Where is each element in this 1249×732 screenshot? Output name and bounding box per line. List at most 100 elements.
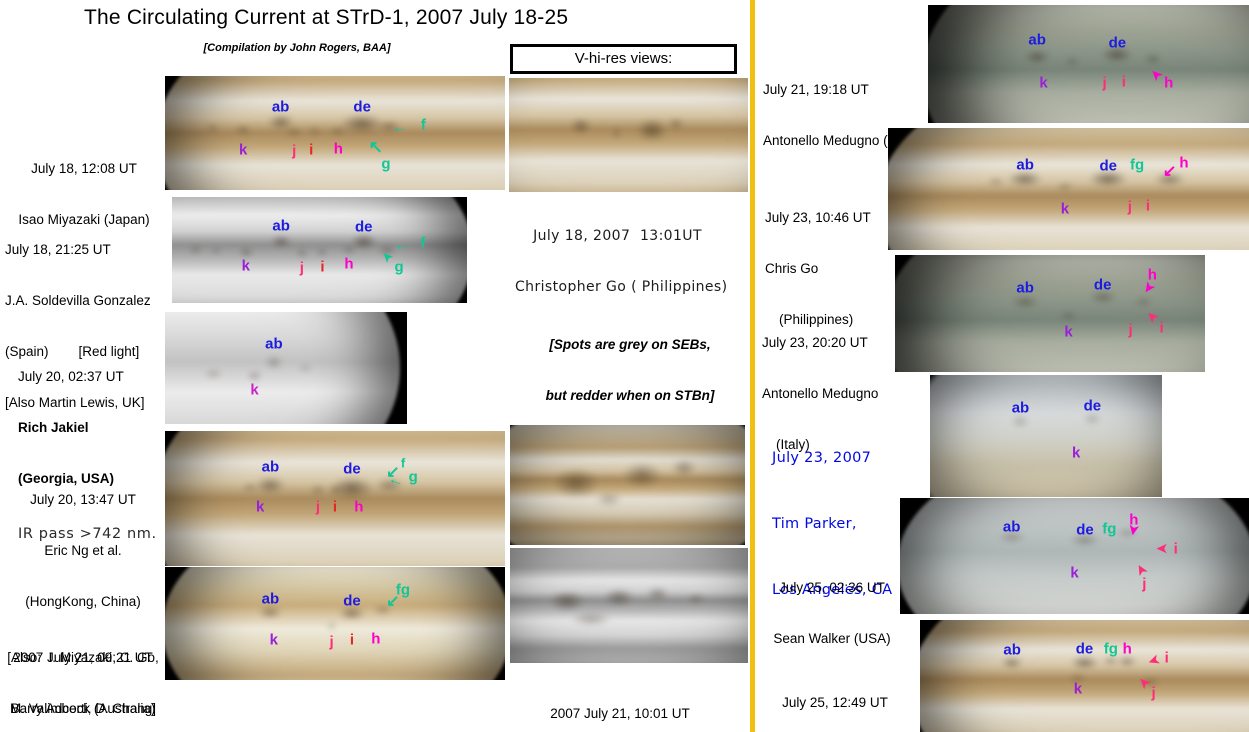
spot-label-fg: fg [1102,520,1117,538]
dark-spot [987,176,1006,187]
spot-label-ab: ab [271,98,290,116]
spot-label-ab: ab [1003,641,1021,659]
jupiter-image-jakiel: ab k [165,312,407,424]
dark-spot [604,588,635,607]
dark-spot [255,476,286,494]
dark-spot [1153,172,1186,186]
dark-spot [295,248,308,258]
arrow-annotation-↖: ↖ [368,137,383,157]
spot-label-ab: ab [261,458,280,476]
obs-name: Christopher Go ( Philippines) [515,279,728,295]
spot-label-de: de [354,218,373,236]
dark-spot [1055,181,1074,192]
dark-spot [645,586,670,602]
spot-label-ab: ab [1016,156,1034,174]
dark-spot [378,245,397,255]
spot-label-de: de [1108,34,1127,52]
spot-label-i: i [1145,197,1150,215]
label-adcock: 2007 July 21, 09:21 UT Barry Adcock (Aus… [2,615,164,732]
obs-name: Sean Walker (USA) [773,631,891,646]
dark-spot [298,362,313,374]
dark-spot [270,235,292,248]
dark-spot [307,126,322,135]
dark-spot [377,120,402,132]
dark-spot [670,459,697,478]
jupiter-image-miyazaki-jul25: ab de fg h ➤ i k ➤ j [920,620,1249,732]
dark-spot [375,477,403,493]
obs-datetime: July 18, 21:25 UT [5,242,111,257]
dark-spot [1024,49,1050,64]
dark-spot [338,606,366,621]
obs-datetime: 2007 July 21, 09:21 UT [13,650,153,665]
spot-label-i: i [1164,649,1169,667]
jupiter-image-miyazaki-jul18: ab de ← f ↖ g k j i h [165,76,505,190]
spot-label-k: k [256,498,265,516]
obs-location: (HongKong, China) [25,594,141,609]
jupiter-globe [510,425,745,545]
jupiter-image-ericng: ab de f ↙ g ← k j i h [165,431,505,566]
dark-spot [621,462,662,489]
spot-label-g: g [408,468,418,486]
spot-label-f: f [420,116,426,134]
label-go-jul23: July 23, 10:46 UT Chris Go (Philippines) [765,175,925,362]
dark-spot [1007,171,1044,188]
spot-label-ab: ab [272,217,290,235]
jupiter-image-medugno-jul21: ab de k j i ➤ h [928,5,1249,123]
arrow-annotation-←: ← [393,234,411,254]
label-ericng: July 20, 13:47 UT Eric Ng et al. (HongKo… [2,457,164,732]
spot-label-de: de [1075,640,1094,658]
spot-label-h: h [354,498,364,516]
note-spot-colors: [Spots are grey on SEBs, but redder when… [530,302,730,438]
spot-label-k: k [250,381,259,399]
label-soldevilla: July 18, 21:25 UT J.A. Soldevilla Gonzal… [5,207,170,445]
obs-name: Chris Go [765,261,819,276]
jupiter-globe [930,375,1162,497]
spot-label-k: k [1064,323,1073,341]
obs-location: (Italy) [776,437,810,452]
jupiter-image-walker: ab de fg h ➤ ➤ i k ➤ j [900,498,1249,614]
jupiter-image-go-jul20-closeup [510,425,745,545]
dark-spot [1059,311,1078,321]
spot-label-ab: ab [1016,279,1034,297]
dark-spot [594,492,623,507]
jupiter-image-medugno-jul23: ab de h ➤ k j ➤ i [895,255,1205,372]
dark-spot [246,370,263,382]
arrow-annotation-↙: ↙ [386,463,400,481]
jupiter-image-go-jul23: ab de fg ↙ h k j i [888,128,1249,250]
jupiter-image-go-jul18 [509,78,748,192]
dark-spot [1069,673,1087,683]
spot-label-i: i [332,498,338,516]
dark-spot [1102,656,1120,666]
obs-name: Barry Adcock (Australia) [10,701,156,716]
obs-name: Eric Ng et al. [44,543,122,558]
jupiter-globe [900,498,1249,614]
spot-label-h: h [1179,154,1189,172]
spot-label-de: de [1093,276,1112,294]
spot-label-de: de [343,460,361,478]
spot-label-j: j [1102,74,1107,92]
obs-datetime: July 20, 02:37 UT [18,369,124,384]
jupiter-image-soldevilla: ab de ← f ➤ g k j i h [172,197,467,303]
dark-spot [1000,656,1024,669]
obs-name: J.A. Soldevilla Gonzalez [5,293,151,308]
page-title: The Circulating Current at STrD-1, 2007 … [84,6,569,29]
label-jakiel: July 20, 02:37 UT Rich Jakiel (Georgia, … [18,334,178,577]
dark-spot [667,117,685,130]
obs-also: M. Valimberti, D. Chang] [9,701,157,716]
obs-location: Los Angeles, CA [772,582,893,598]
obs-name: Isao Miyazaki (Japan) [18,212,150,227]
spot-label-de: de [1099,157,1117,175]
dark-spot [238,247,254,257]
spot-label-j: j [1142,575,1147,593]
obs-location: (Philippines) [779,312,854,327]
spot-label-k: k [269,631,278,649]
spot-label-k: k [241,257,250,275]
obs-datetime: July 21, 19:18 UT [763,82,869,97]
jupiter-globe [928,5,1249,123]
spot-label-ab: ab [1028,31,1046,49]
obs-also: [Also: I. Miyazaki, C. Go, [7,650,159,665]
jupiter-globe [165,76,505,190]
arrow-annotation-↙: ↙ [1162,162,1177,180]
dark-spot [610,127,623,138]
